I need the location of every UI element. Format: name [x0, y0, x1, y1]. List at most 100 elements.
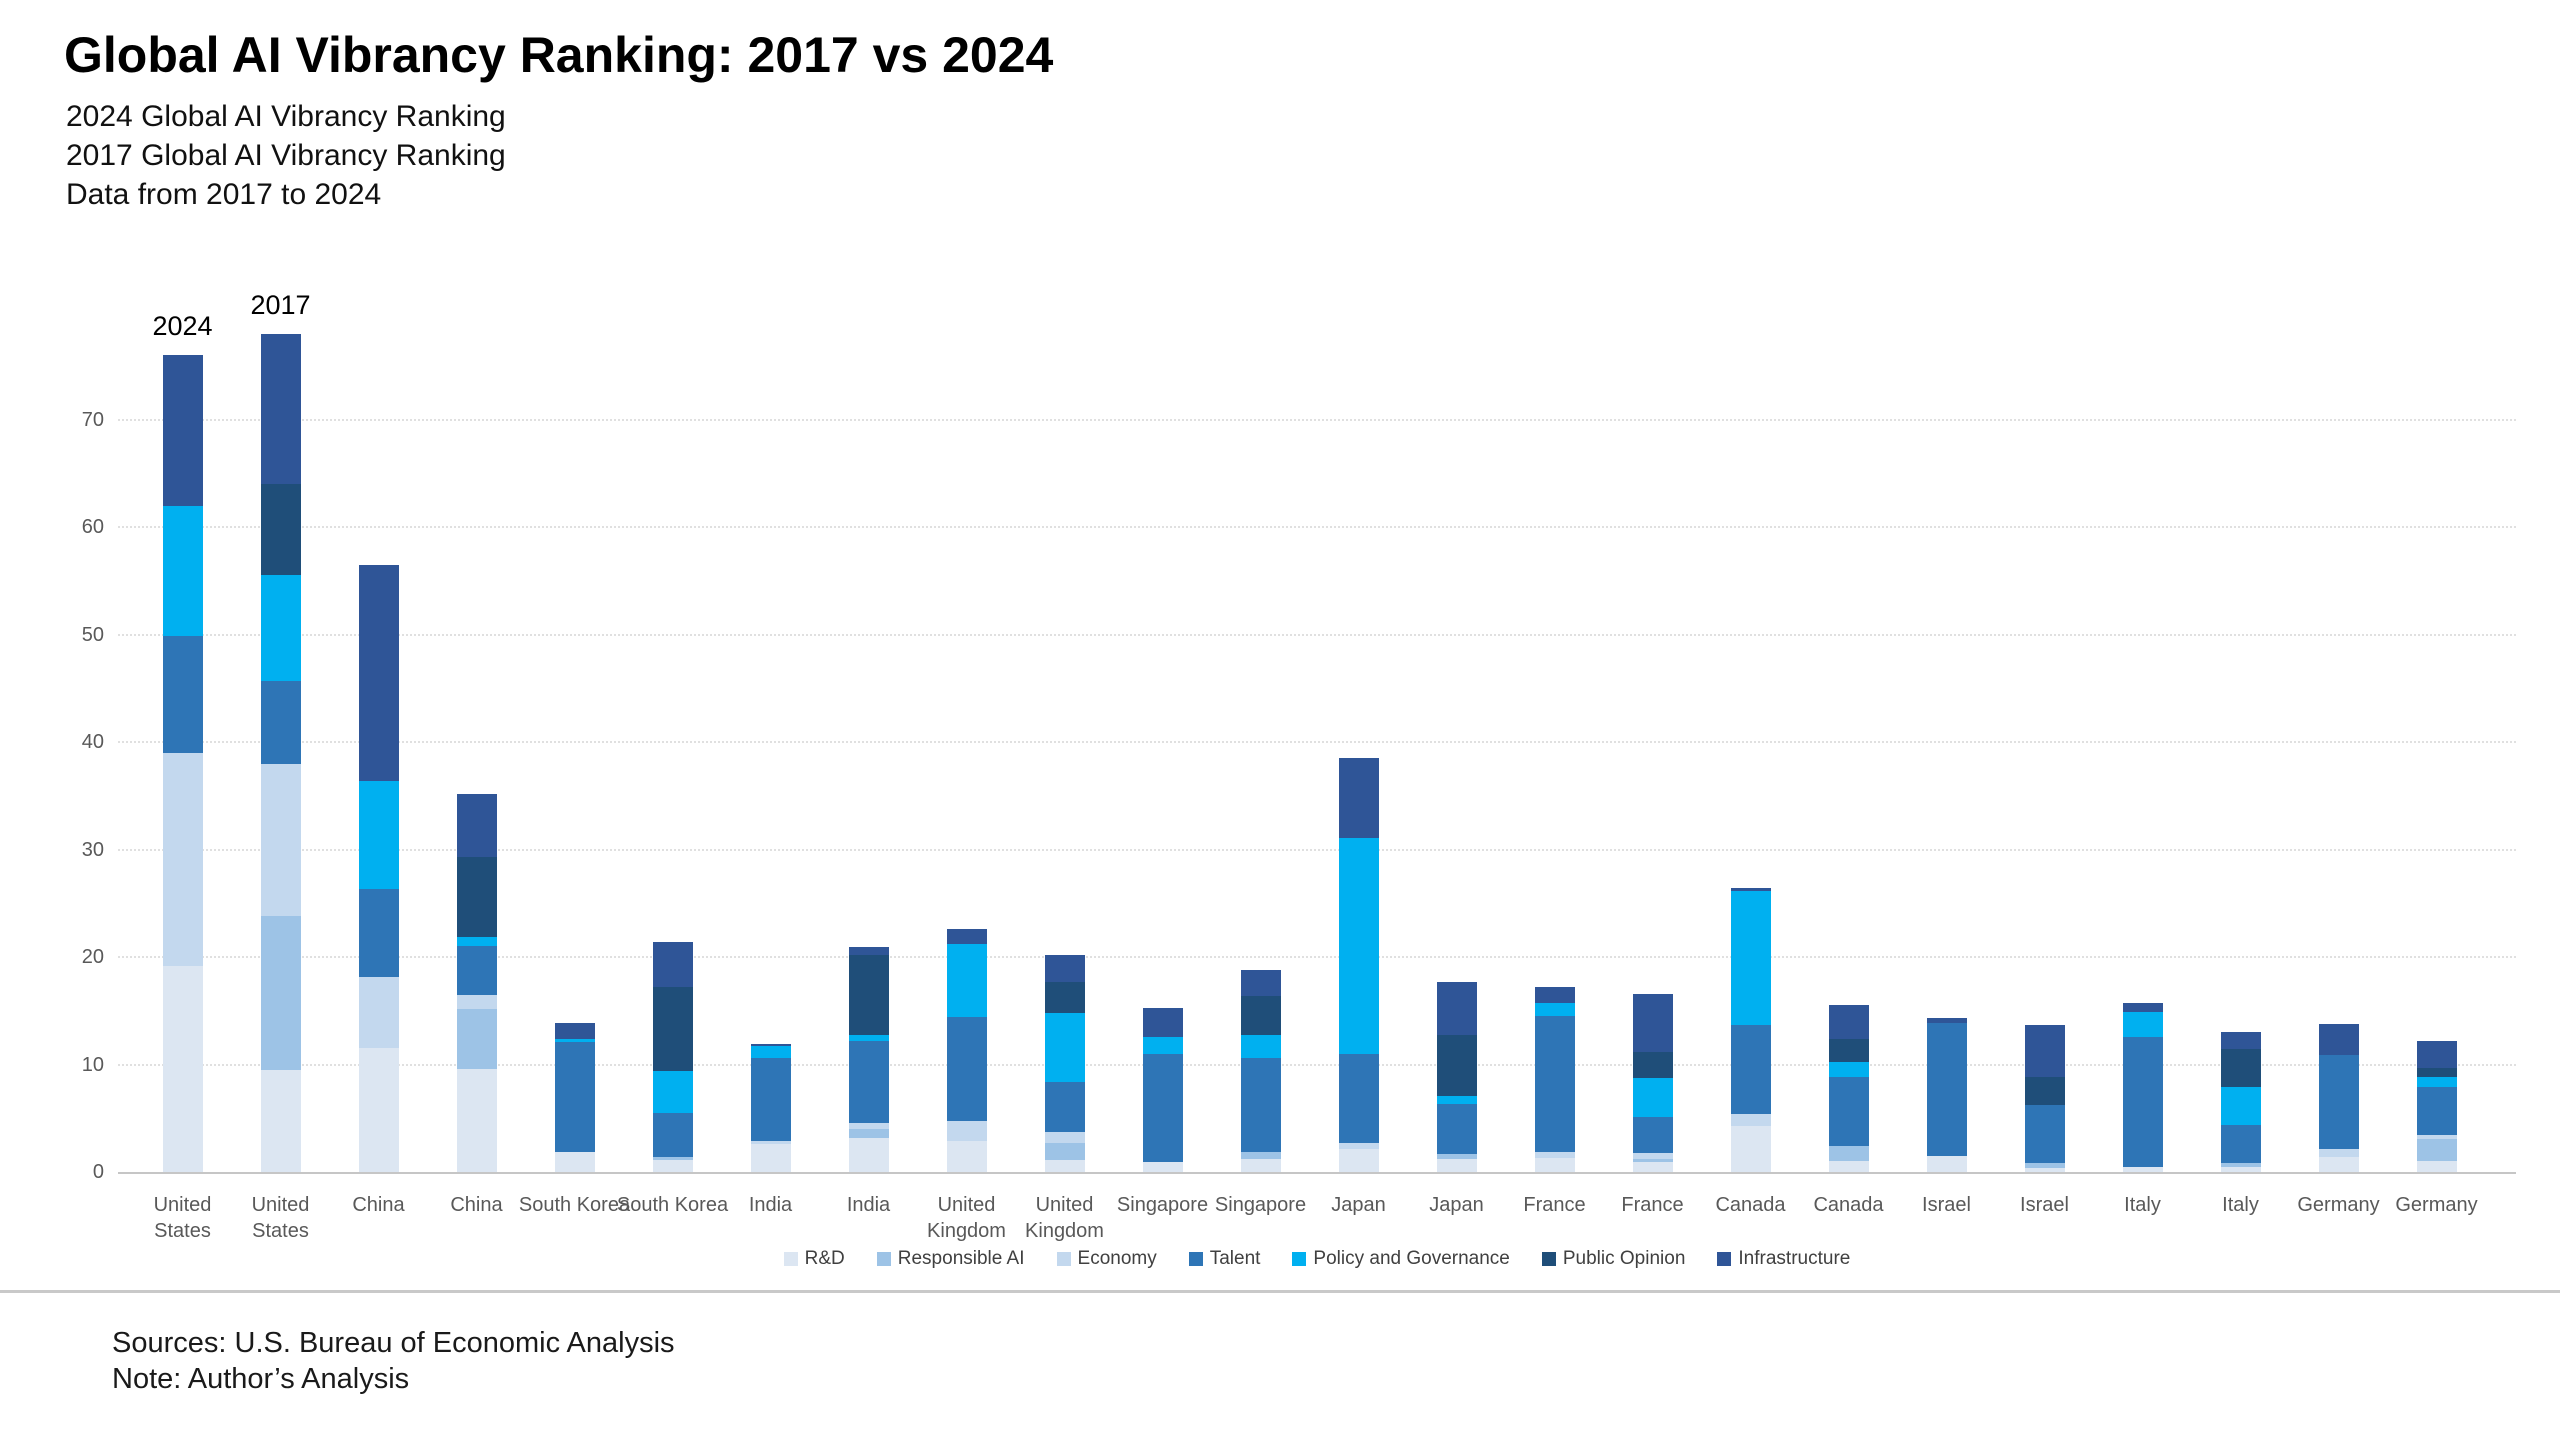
bar-reflection	[946, 1174, 987, 1220]
bar-segment-infrastructure	[260, 333, 301, 484]
gridline-y40	[118, 741, 2516, 743]
legend-swatch	[876, 1252, 891, 1266]
bar-reflection	[1534, 1174, 1575, 1220]
legend-label: Public Opinion	[1562, 1248, 1686, 1269]
bar-segment-r&d	[2024, 1167, 2065, 1172]
bar-israel-18	[1926, 1018, 1967, 1172]
bar-canada-16	[1730, 888, 1771, 1172]
bar-india-6	[750, 1044, 791, 1172]
bar-segment-infrastructure	[1730, 888, 1771, 892]
bar-singapore-10	[1142, 1007, 1183, 1172]
x-axis-category-label: France	[1523, 1194, 1586, 1216]
bar-italy-20	[2122, 1003, 2163, 1172]
bar-segment-infrastructure	[652, 941, 693, 988]
bar-reflection-fade	[2122, 1174, 2163, 1220]
bar-segment-public-opinion	[1828, 1038, 1869, 1063]
bar-segment-r&d	[554, 1151, 595, 1172]
bar-segment-r&d	[1240, 1158, 1281, 1172]
bar-segment-infrastructure	[1926, 1018, 1967, 1023]
bar-reflection-fade	[2318, 1174, 2359, 1220]
legend-label: Policy and Governance	[1313, 1248, 1510, 1269]
bar-segment-policy-and-governance	[260, 575, 301, 681]
bar-segment-r&d	[162, 965, 203, 1172]
legend-label: Infrastructure	[1738, 1248, 1851, 1269]
bar-segment-r&d	[652, 1160, 693, 1172]
x-axis-category-label: South Korea	[616, 1194, 729, 1216]
bar-segment-r&d	[1730, 1125, 1771, 1172]
y-axis-tick-label: 70	[81, 408, 104, 431]
bar-segment-public-opinion	[1632, 1051, 1673, 1079]
bar-segment-infrastructure	[1044, 954, 1085, 982]
legend-swatch	[1188, 1252, 1203, 1266]
x-axis-category-label: Germany	[2395, 1194, 2478, 1216]
bar-reflection	[1730, 1174, 1771, 1220]
bar-reflection	[554, 1174, 595, 1220]
bar-segment-economy	[456, 994, 497, 1009]
bar-reflection	[358, 1174, 399, 1220]
bar-segment-responsible-ai	[652, 1156, 693, 1161]
bar-united-states-0	[162, 355, 203, 1172]
bar-segment-economy	[260, 763, 301, 917]
x-axis-category-label: United States	[251, 1194, 310, 1242]
legend-swatch	[1292, 1252, 1307, 1266]
chart-legend: R&D Responsible AI Economy Talent Policy and…	[118, 1248, 2516, 1270]
bar-segment-r&d	[848, 1137, 889, 1172]
bar-united-kingdom-8	[946, 929, 987, 1172]
bar-reflection	[652, 1174, 693, 1220]
legend-item-economy: Economy	[1056, 1248, 1157, 1270]
bar-reflection	[750, 1174, 791, 1220]
bar-segment-responsible-ai	[1240, 1151, 1281, 1159]
bar-reflection	[2024, 1174, 2065, 1220]
bar-segment-economy	[1534, 1151, 1575, 1159]
bar-segment-talent	[2220, 1124, 2261, 1163]
x-axis-line	[118, 1172, 2516, 1174]
bar-segment-policy-and-governance	[554, 1038, 595, 1042]
bar-segment-public-opinion	[652, 987, 693, 1071]
bar-segment-economy	[162, 752, 203, 966]
bar-reflection-fade	[750, 1174, 791, 1220]
bar-segment-public-opinion	[2220, 1049, 2261, 1088]
bar-segment-infrastructure	[946, 929, 987, 945]
bar-segment-r&d	[2318, 1156, 2359, 1172]
legend-item-talent: Talent	[1188, 1248, 1260, 1270]
bar-segment-economy	[848, 1122, 889, 1129]
bar-segment-talent	[848, 1040, 889, 1123]
bar-segment-policy-and-governance	[2122, 1011, 2163, 1037]
bar-segment-economy	[1044, 1132, 1085, 1143]
y-axis-tick-label: 50	[81, 623, 104, 646]
x-axis-category-label: Italy	[2222, 1194, 2259, 1216]
gridline-y60	[118, 526, 2516, 528]
bar-segment-talent	[652, 1112, 693, 1157]
bar-segment-policy-and-governance	[1534, 1003, 1575, 1017]
bar-segment-policy-and-governance	[2220, 1087, 2261, 1125]
bar-segment-r&d	[1828, 1161, 1869, 1172]
bar-segment-r&d	[456, 1068, 497, 1172]
bar-segment-talent	[1044, 1081, 1085, 1133]
bar-segment-r&d	[750, 1144, 791, 1172]
bar-reflection	[1338, 1174, 1379, 1220]
legend-item-responsible-ai: Responsible AI	[876, 1248, 1025, 1270]
bar-segment-policy-and-governance	[1338, 837, 1379, 1054]
bar-segment-infrastructure	[848, 947, 889, 955]
bar-segment-policy-and-governance	[1142, 1036, 1183, 1054]
bar-segment-talent	[1534, 1016, 1575, 1152]
bar-reflection-fade	[1926, 1174, 1967, 1220]
bar-segment-infrastructure	[1338, 758, 1379, 838]
bar-segment-infrastructure	[2416, 1040, 2457, 1068]
bar-reflection	[1240, 1174, 1281, 1220]
bar-canada-17	[1828, 1005, 1869, 1172]
y-axis-tick-label: 0	[92, 1161, 104, 1183]
bar-reflection-fade	[162, 1174, 203, 1220]
x-axis-category-label: Israel	[1922, 1194, 1971, 1216]
legend-label: Economy	[1077, 1248, 1157, 1269]
bar-segment-r&d	[358, 1048, 399, 1172]
bar-segment-talent	[260, 680, 301, 764]
bar-reflection-fade	[456, 1174, 497, 1220]
bar-reflection-fade	[1338, 1174, 1379, 1220]
bar-segment-infrastructure	[1240, 969, 1281, 996]
bar-france-15	[1632, 993, 1673, 1172]
bar-reflection	[2122, 1174, 2163, 1220]
bar-segment-infrastructure	[2024, 1024, 2065, 1077]
y-axis-tick-label: 60	[81, 516, 104, 538]
bar-south-korea-5	[652, 941, 693, 1172]
